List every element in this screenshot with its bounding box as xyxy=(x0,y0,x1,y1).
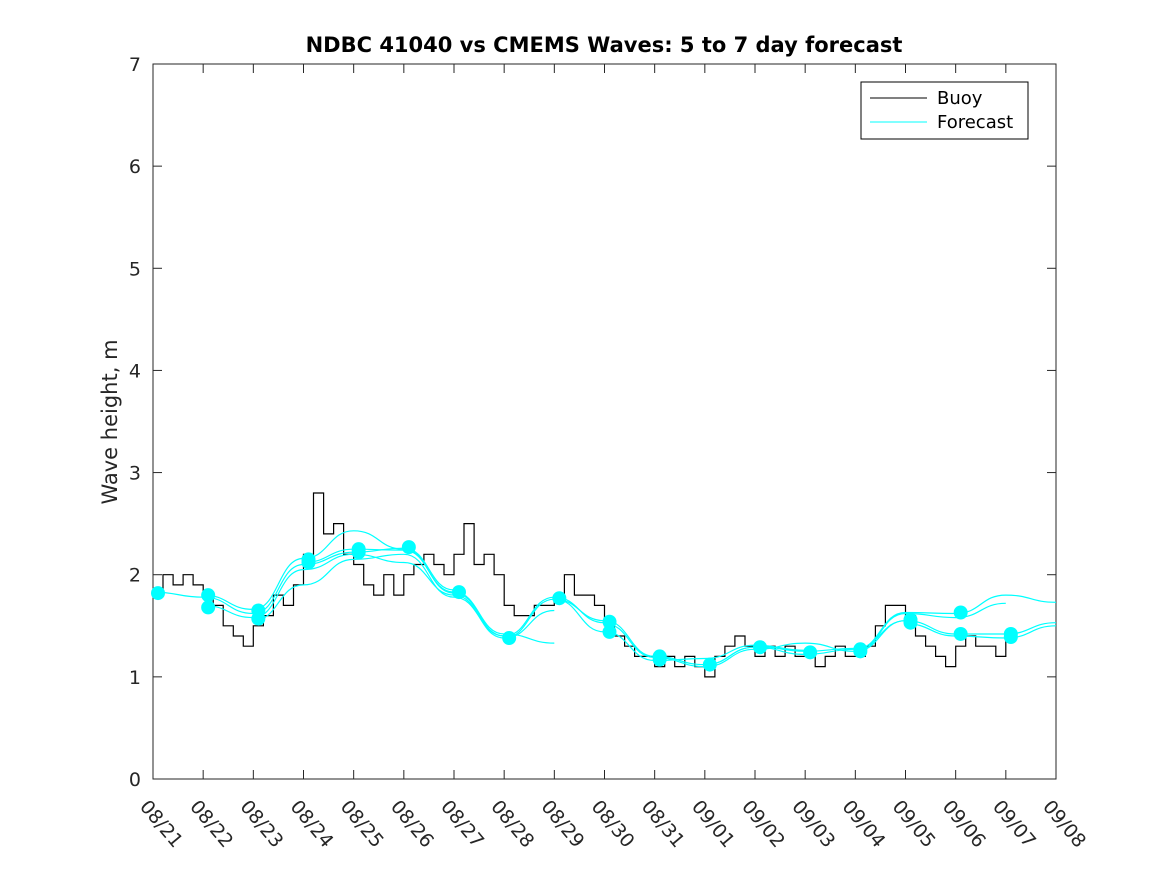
x-tick-label: 09/03 xyxy=(787,796,839,852)
forecast-point xyxy=(602,624,617,639)
forecast-point xyxy=(903,615,918,630)
legend: Buoy Forecast xyxy=(860,81,1029,140)
x-tick-label: 09/06 xyxy=(938,796,990,852)
forecast-point xyxy=(552,591,567,606)
x-tick-label: 09/01 xyxy=(687,796,739,852)
y-tick-label: 2 xyxy=(129,565,141,587)
chart-title: NDBC 41040 vs CMEMS Waves: 5 to 7 day fo… xyxy=(306,33,903,57)
forecast-point xyxy=(853,644,868,659)
forecast-point xyxy=(1003,630,1018,645)
y-tick-label: 3 xyxy=(129,463,141,485)
y-tick-label: 5 xyxy=(129,258,141,280)
x-tick-label: 09/07 xyxy=(988,796,1040,852)
forecast-series-line xyxy=(203,553,555,639)
x-tick-label: 08/27 xyxy=(436,796,488,852)
forecast-point xyxy=(251,611,266,626)
x-tick-label: 08/24 xyxy=(286,796,338,852)
y-tick-label: 6 xyxy=(129,156,141,178)
legend-box xyxy=(860,81,1029,140)
y-tick-label: 0 xyxy=(129,769,141,791)
forecast-point xyxy=(401,540,416,555)
x-tick-label: 08/21 xyxy=(135,796,187,852)
x-tick-label: 08/29 xyxy=(537,796,589,852)
forecast-point xyxy=(351,545,366,560)
forecast-series-line xyxy=(504,598,756,666)
forecast-point xyxy=(452,585,466,600)
x-tick-label: 09/04 xyxy=(838,796,890,852)
forecast-point xyxy=(953,605,968,620)
x-tick-label: 08/22 xyxy=(185,796,237,852)
x-tick-label: 08/23 xyxy=(236,796,288,852)
x-tick-label: 09/08 xyxy=(1038,796,1090,852)
forecast-point xyxy=(201,600,216,615)
x-tick-label: 08/25 xyxy=(336,796,388,852)
forecast-point xyxy=(151,586,165,601)
forecast-point xyxy=(652,652,667,667)
forecast-series-line xyxy=(554,598,806,662)
forecast-series-line xyxy=(855,602,1006,652)
forecast-point xyxy=(602,614,617,629)
forecast-point xyxy=(301,555,316,570)
forecast-point xyxy=(201,588,216,603)
buoy-series-line xyxy=(153,492,1007,678)
y-tick-label: 1 xyxy=(129,667,141,689)
y-tick-label: 7 xyxy=(129,54,141,76)
plot-area: 0123456708/2108/2208/2308/2408/2508/2608… xyxy=(129,54,1090,852)
forecast-series-line xyxy=(704,594,1057,666)
x-tick-label: 08/30 xyxy=(587,796,639,852)
y-tick-label: 4 xyxy=(129,360,141,382)
forecast-point xyxy=(953,626,968,641)
x-tick-label: 08/26 xyxy=(386,796,438,852)
forecast-series-line xyxy=(303,548,555,644)
forecast-series-line xyxy=(905,623,1057,639)
forecast-point xyxy=(753,640,767,655)
forecast-point xyxy=(702,657,717,672)
x-tick-label: 08/31 xyxy=(637,796,689,852)
x-tick-label: 09/05 xyxy=(888,796,940,852)
legend-label-buoy: Buoy xyxy=(937,88,983,109)
forecast-point xyxy=(803,645,818,660)
y-axis-label: Wave height, m xyxy=(98,339,122,504)
forecast-point xyxy=(502,631,517,646)
x-tick-label: 09/02 xyxy=(737,796,789,852)
x-tick-label: 08/28 xyxy=(486,796,538,852)
axes-frame xyxy=(152,63,1057,780)
legend-label-forecast: Forecast xyxy=(937,112,1013,133)
forecast-series-line xyxy=(253,553,605,637)
